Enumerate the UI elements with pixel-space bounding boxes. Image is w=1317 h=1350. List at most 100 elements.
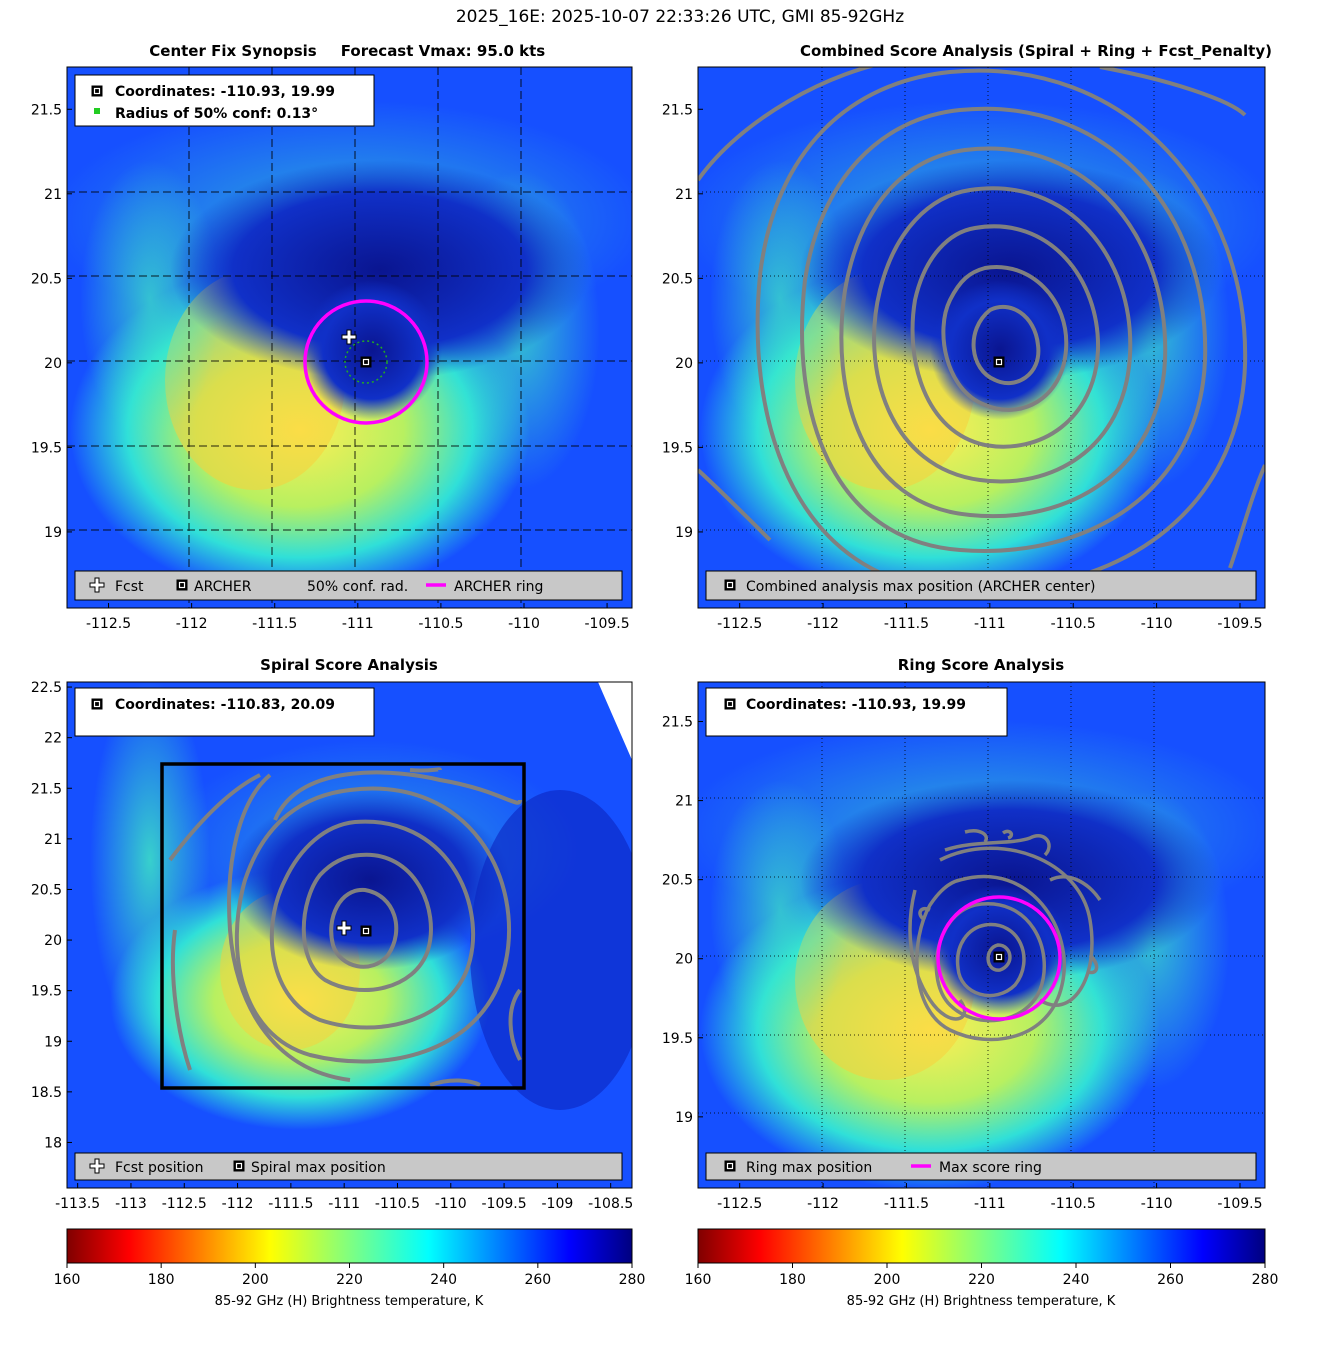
x-tick-label: -111	[974, 1196, 1006, 1212]
x-tick-label: -112	[807, 1196, 839, 1212]
spiral-contour	[409, 767, 442, 773]
y-tick-label: 21	[44, 187, 62, 203]
y-tick-label: 20	[675, 356, 693, 372]
colorbar-tick-label: 240	[430, 1272, 457, 1288]
ring-title: Ring Score Analysis	[898, 656, 1065, 674]
y-tick-label: 21	[675, 187, 693, 203]
ring-info-box	[705, 687, 1008, 737]
colorbar-right-label: 85-92 GHz (H) Brightness temperature, K	[847, 1294, 1116, 1309]
synopsis-axis-ticks: -112.5 -112 -111.5 -111 -110.5 -110 -109.5 19 19…	[31, 102, 630, 632]
y-tick-label: 21.5	[31, 102, 62, 118]
ring-contour	[944, 834, 1051, 857]
colorbar-tick-label: 280	[1252, 1272, 1279, 1288]
y-tick-label: 19.5	[662, 1031, 693, 1047]
synopsis-coordinates: Coordinates: -110.93, 19.99	[115, 84, 335, 100]
legend-max-score-ring: Max score ring	[939, 1160, 1042, 1176]
y-tick-label: 20	[44, 933, 62, 949]
colorbar-right-ticks: 160 180 200 220 240 260 280	[685, 1263, 1279, 1288]
spiral-contours	[168, 767, 522, 1087]
colorbar-tick-label: 200	[242, 1272, 269, 1288]
spiral-contour	[234, 786, 511, 1064]
ring-grid	[698, 682, 1265, 1188]
combined-center-marker	[993, 356, 1005, 368]
x-tick-label: -110	[1141, 1196, 1173, 1212]
spiral-contour	[429, 1078, 481, 1087]
x-tick-label: -108.5	[588, 1196, 633, 1212]
spiral-search-box	[160, 762, 526, 1090]
x-tick-label: -112.5	[717, 1196, 762, 1212]
y-tick-label: 20	[675, 952, 693, 968]
spiral-title: Spiral Score Analysis	[260, 656, 438, 674]
y-tick-label: 18.5	[31, 1085, 62, 1101]
legend-conf-rad: 50% conf. rad.	[307, 579, 408, 595]
legend-ring-max: Ring max position	[746, 1160, 872, 1176]
y-tick-label: 20.5	[662, 271, 693, 287]
y-tick-label: 22.5	[31, 680, 62, 696]
spiral-axis-ticks: -113.5 -113 -112.5 -112 -111.5 -111 -110.5 -110…	[31, 680, 633, 1212]
combined-contour	[971, 304, 1041, 386]
spiral-info-box	[74, 687, 375, 737]
ring-max-marker	[993, 951, 1005, 963]
max-score-ring	[936, 895, 1062, 1021]
colorbar-left: 160 180 200 220 240 260 280 85-92 GHz (H) Brig…	[54, 1228, 645, 1309]
spiral-brightness-map	[67, 682, 632, 1188]
y-tick-label: 19.5	[31, 984, 62, 1000]
conf-legend-dot	[94, 108, 100, 114]
archer-ring	[303, 299, 429, 425]
x-tick-label: -112.5	[86, 616, 131, 632]
y-tick-label: 19.5	[31, 440, 62, 456]
combined-contour	[872, 186, 1133, 484]
x-tick-label: -111	[328, 1196, 360, 1212]
coordinates-marker-icon	[91, 85, 103, 97]
panel-combined: Combined Score Analysis (Spiral + Ring +…	[662, 42, 1272, 632]
x-tick-label: -111.5	[884, 1196, 929, 1212]
x-tick-label: -112	[176, 616, 208, 632]
spiral-contour	[301, 852, 433, 992]
x-tick-label: -112.5	[717, 616, 762, 632]
colorbar-left-label: 85-92 GHz (H) Brightness temperature, K	[215, 1294, 484, 1309]
x-tick-label: -111.5	[884, 616, 929, 632]
spiral-max-marker	[360, 925, 372, 937]
y-tick-label: 19	[675, 1110, 693, 1126]
ring-contour	[1087, 953, 1099, 975]
ring-contour	[986, 943, 1012, 972]
combined-contour	[1228, 464, 1265, 569]
colorbar-tick-label: 200	[874, 1272, 901, 1288]
synopsis-brightness-map	[67, 67, 632, 608]
figure-suptitle: 2025_16E: 2025-10-07 22:33:26 UTC, GMI 8…	[456, 7, 904, 27]
x-tick-label: -111	[974, 616, 1006, 632]
combined-contour	[941, 264, 1069, 412]
legend-archer-ring: ARCHER ring	[454, 579, 543, 595]
ring-contour	[939, 846, 1094, 1007]
ring-contour	[964, 829, 988, 844]
y-tick-label: 21.5	[662, 102, 693, 118]
y-tick-label: 20.5	[31, 882, 62, 898]
x-tick-label: -110	[508, 616, 540, 632]
colorbar-left-ticks: 160 180 200 220 240 260 280	[54, 1263, 645, 1288]
combined-contour	[698, 67, 876, 182]
spiral-max-legend-icon	[233, 1160, 245, 1172]
y-tick-label: 21.5	[662, 715, 693, 731]
synopsis-title-left: Center Fix Synopsis	[149, 42, 316, 60]
x-tick-label: -113.5	[55, 1196, 100, 1212]
x-tick-label: -112	[222, 1196, 254, 1212]
panel-synopsis: Center Fix Synopsis Forecast Vmax: 95.0 …	[31, 42, 633, 632]
archer-center-marker	[360, 356, 372, 368]
ring-brightness-map	[698, 682, 1265, 1188]
ring-contour	[918, 907, 931, 922]
legend-archer: ARCHER	[194, 579, 252, 595]
x-tick-label: -111.5	[252, 616, 297, 632]
y-tick-label: 21	[44, 832, 62, 848]
x-tick-label: -113	[115, 1196, 147, 1212]
y-tick-label: 20.5	[662, 873, 693, 889]
ring-contour	[955, 922, 1026, 998]
colorbar-tick-label: 260	[524, 1272, 551, 1288]
spiral-coordinates-icon	[91, 698, 103, 710]
colorbar-tick-label: 160	[54, 1272, 81, 1288]
colorbar-tick-label: 180	[148, 1272, 175, 1288]
colorbar-right: 160 180 200 220 240 260 280 85-92 GHz (H) Brig…	[685, 1228, 1279, 1309]
y-tick-label: 19	[675, 525, 693, 541]
ring-legend	[705, 1152, 1257, 1181]
ring-contour	[915, 874, 1066, 1042]
